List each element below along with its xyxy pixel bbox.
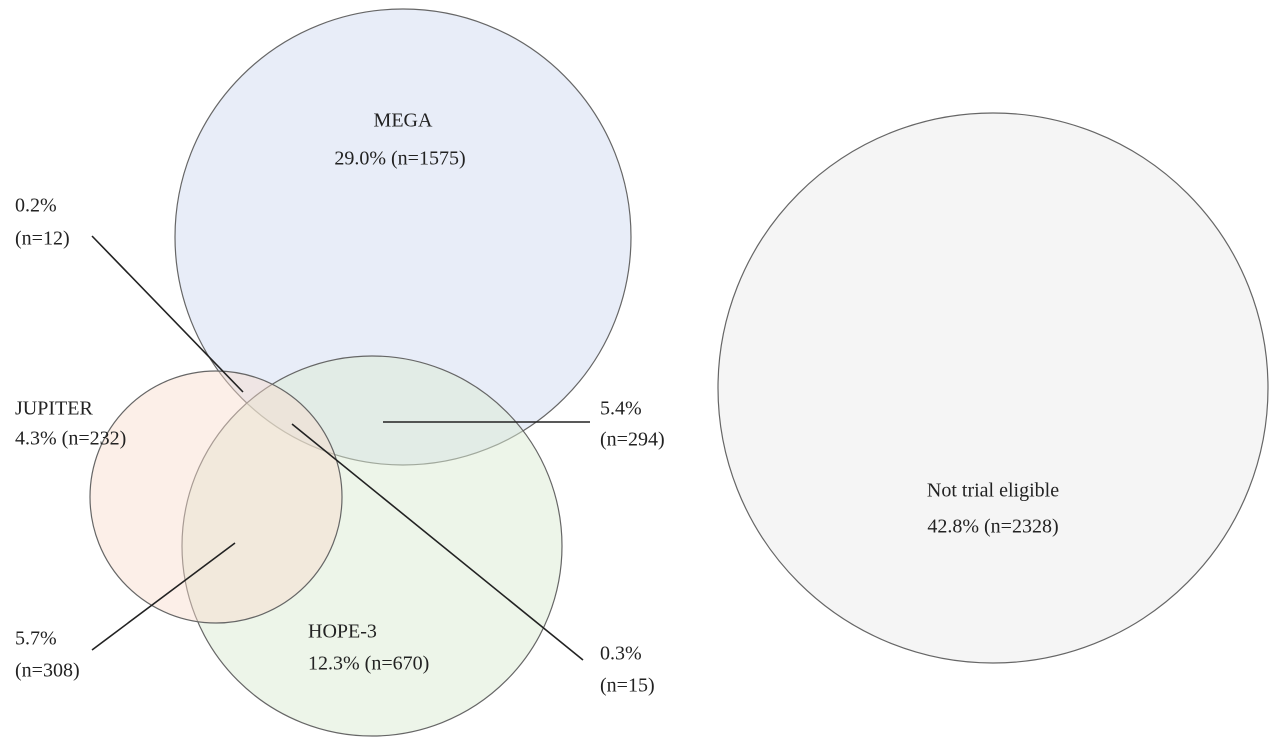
intersection-count: (n=308) — [15, 660, 80, 682]
leader-line — [91, 235, 244, 393]
set-name: HOPE-3 — [308, 621, 377, 643]
hope3-circle — [181, 355, 563, 737]
leader-line — [91, 542, 236, 651]
intersection-percent: 0.3% — [600, 643, 642, 665]
intersection-count: (n=15) — [600, 675, 655, 697]
intersection-percent: 5.7% — [15, 628, 57, 650]
set-label: 4.3% (n=232) — [15, 428, 126, 450]
set-name: Not trial eligible — [927, 480, 1059, 502]
set-name: MEGA — [374, 110, 433, 132]
set-label: 29.0% (n=1575) — [334, 148, 465, 170]
intersection-count: (n=12) — [15, 228, 70, 250]
jupiter-circle — [89, 370, 343, 624]
intersection-count: (n=294) — [600, 429, 665, 451]
set-label: 12.3% (n=670) — [308, 653, 429, 675]
intersection-percent: 0.2% — [15, 195, 57, 217]
not-eligible-circle — [717, 112, 1269, 664]
intersection-percent: 5.4% — [600, 398, 642, 420]
set-label: 42.8% (n=2328) — [927, 516, 1058, 538]
leader-line — [291, 423, 584, 661]
set-name: JUPITER — [15, 398, 93, 420]
